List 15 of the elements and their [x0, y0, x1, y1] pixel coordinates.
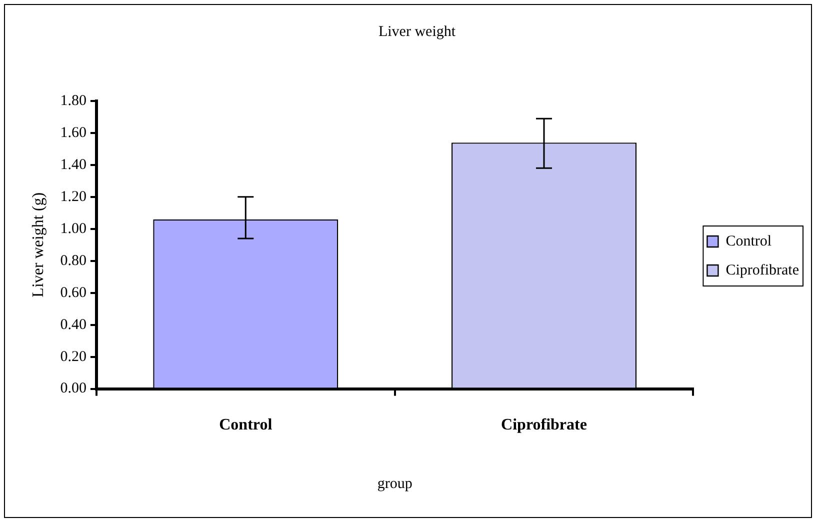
y-tick-label: 1.20: [60, 188, 86, 205]
x-axis-title: group: [377, 476, 412, 492]
y-tick-label: 1.80: [60, 92, 86, 109]
y-tick-label: 1.40: [60, 156, 86, 173]
y-tick-label: 0.20: [60, 348, 86, 365]
chart-title: Liver weight: [378, 24, 456, 40]
y-tick-label: 0.60: [60, 284, 86, 301]
y-tick-label: 1.00: [60, 220, 86, 237]
legend-label: Control: [726, 233, 772, 250]
y-tick-label: 0.80: [60, 252, 86, 269]
y-tick-label: 0.40: [60, 316, 86, 333]
y-axis-title: Liver weight (g): [30, 192, 47, 298]
y-tick-label: 0.00: [60, 380, 86, 397]
legend-label: Ciprofibrate: [726, 262, 800, 278]
y-tick-label: 1.60: [60, 124, 86, 141]
